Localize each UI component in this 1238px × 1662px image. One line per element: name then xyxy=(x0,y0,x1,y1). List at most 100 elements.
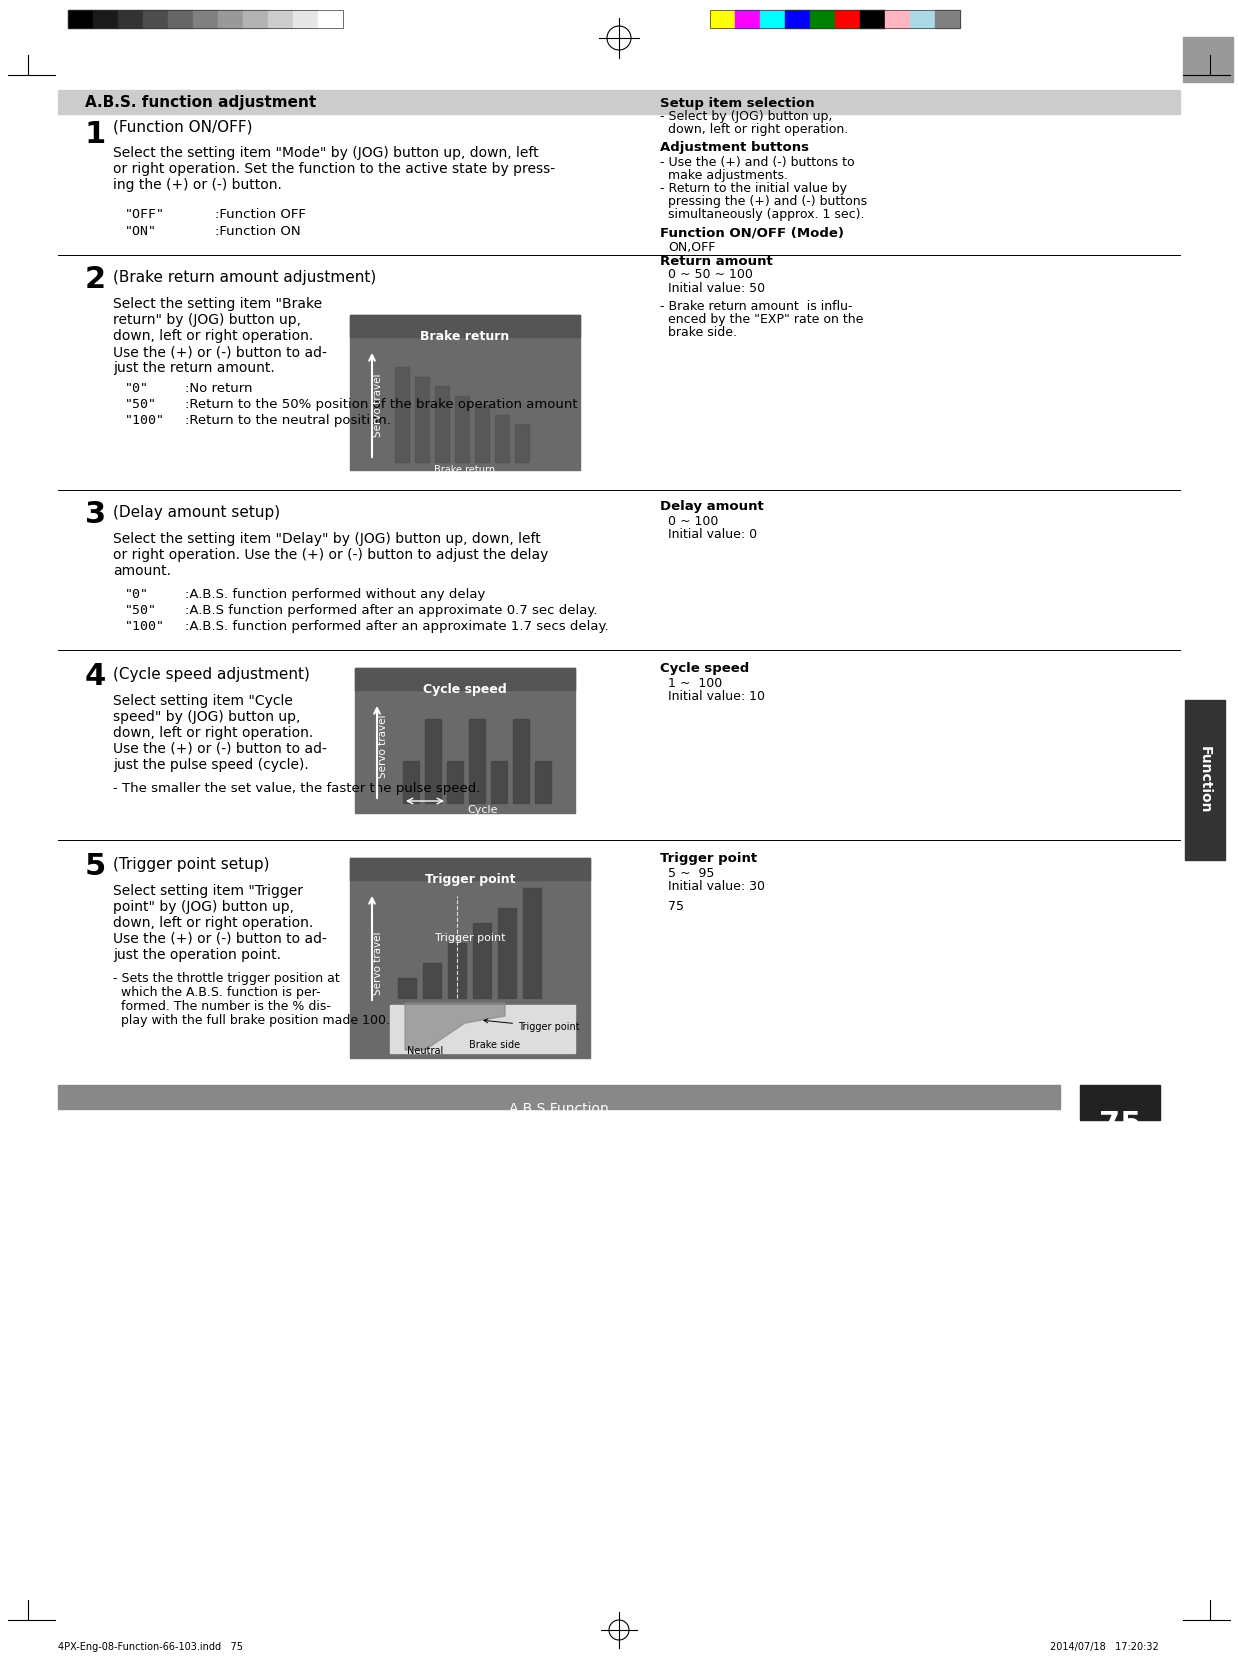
Text: just the pulse speed (cycle).: just the pulse speed (cycle). xyxy=(113,758,308,773)
Text: ON,OFF: ON,OFF xyxy=(669,241,716,254)
Text: Select the setting item "Delay" by (JOG) button up, down, left: Select the setting item "Delay" by (JOG)… xyxy=(113,532,541,547)
Bar xyxy=(1185,700,1224,859)
Text: "OFF": "OFF" xyxy=(125,208,165,221)
Text: Neutral: Neutral xyxy=(407,1045,443,1055)
Text: Select setting item "Cycle: Select setting item "Cycle xyxy=(113,695,293,708)
Text: Trigger point: Trigger point xyxy=(484,1019,579,1032)
Bar xyxy=(425,720,441,803)
Text: A.B.S Function: A.B.S Function xyxy=(509,1102,609,1115)
Text: - Brake return amount  is influ-: - Brake return amount is influ- xyxy=(660,301,853,312)
Text: enced by the "EXP" rate on the: enced by the "EXP" rate on the xyxy=(660,312,863,326)
Bar xyxy=(515,424,529,462)
Bar xyxy=(397,977,416,997)
Text: brake side.: brake side. xyxy=(660,326,737,339)
Bar xyxy=(350,316,579,470)
Text: ing the (+) or (-) button.: ing the (+) or (-) button. xyxy=(113,178,282,193)
Bar xyxy=(785,10,810,28)
Text: - Use the (+) and (-) buttons to: - Use the (+) and (-) buttons to xyxy=(660,156,854,170)
Text: - The smaller the set value, the faster the pulse speed.: - The smaller the set value, the faster … xyxy=(113,783,480,794)
Bar xyxy=(495,414,509,462)
Text: down, left or right operation.: down, left or right operation. xyxy=(113,916,313,931)
Bar xyxy=(395,367,409,462)
Text: "0": "0" xyxy=(125,588,149,602)
Bar xyxy=(193,10,218,28)
Text: Use the (+) or (-) button to ad-: Use the (+) or (-) button to ad- xyxy=(113,932,327,946)
Text: :Return to the neutral position.: :Return to the neutral position. xyxy=(184,414,391,427)
Text: 0 ~ 100: 0 ~ 100 xyxy=(669,515,718,529)
Bar xyxy=(404,761,418,803)
Text: Setup item selection: Setup item selection xyxy=(660,96,815,110)
Text: Cycle speed: Cycle speed xyxy=(660,661,749,675)
Text: Initial value: 10: Initial value: 10 xyxy=(669,690,765,703)
Bar xyxy=(58,1085,1060,1109)
Text: (Cycle speed adjustment): (Cycle speed adjustment) xyxy=(113,666,310,681)
Bar xyxy=(935,10,959,28)
Bar xyxy=(68,10,93,28)
Text: Brake side: Brake side xyxy=(469,1040,520,1050)
Text: 75: 75 xyxy=(669,901,685,912)
Text: Use the (+) or (-) button to ad-: Use the (+) or (-) button to ad- xyxy=(113,741,327,756)
Bar xyxy=(390,1006,574,1054)
Bar xyxy=(435,386,449,462)
Text: :No return: :No return xyxy=(184,382,253,396)
Text: Cycle speed: Cycle speed xyxy=(423,683,506,696)
Text: down, left or right operation.: down, left or right operation. xyxy=(113,329,313,342)
Bar xyxy=(68,10,343,28)
Text: down, left or right operation.: down, left or right operation. xyxy=(660,123,848,136)
Text: amount.: amount. xyxy=(113,563,171,578)
Text: "100": "100" xyxy=(125,620,165,633)
Text: 4PX-Eng-08-Function-66-103.indd   75: 4PX-Eng-08-Function-66-103.indd 75 xyxy=(58,1642,243,1652)
Bar xyxy=(535,761,551,803)
Text: Cycle: Cycle xyxy=(468,804,498,814)
Bar xyxy=(423,962,441,997)
Text: make adjustments.: make adjustments. xyxy=(660,170,789,183)
Bar xyxy=(448,942,465,997)
Text: 0 ~ 50 ~ 100: 0 ~ 50 ~ 100 xyxy=(669,268,753,281)
Bar xyxy=(735,10,760,28)
Text: point" by (JOG) button up,: point" by (JOG) button up, xyxy=(113,901,293,914)
Text: just the operation point.: just the operation point. xyxy=(113,947,281,962)
Text: which the A.B.S. function is per-: which the A.B.S. function is per- xyxy=(113,986,321,999)
Text: Trigger point: Trigger point xyxy=(425,873,515,886)
Text: return" by (JOG) button up,: return" by (JOG) button up, xyxy=(113,312,301,327)
Text: 1 ~  100: 1 ~ 100 xyxy=(669,676,722,690)
Bar xyxy=(760,10,785,28)
Text: 2014/07/18   17:20:32: 2014/07/18 17:20:32 xyxy=(1050,1642,1159,1652)
Bar xyxy=(885,10,910,28)
Text: (Function ON/OFF): (Function ON/OFF) xyxy=(113,120,253,135)
Text: 5: 5 xyxy=(85,853,106,881)
Bar xyxy=(350,316,579,337)
Text: :A.B.S function performed after an approximate 0.7 sec delay.: :A.B.S function performed after an appro… xyxy=(184,603,598,617)
Bar xyxy=(350,858,591,1059)
Bar xyxy=(1184,37,1233,81)
Text: down, left or right operation.: down, left or right operation. xyxy=(113,726,313,740)
Bar xyxy=(456,396,469,462)
Text: simultaneously (approx. 1 sec).: simultaneously (approx. 1 sec). xyxy=(660,208,864,221)
Bar xyxy=(168,10,193,28)
Text: (Brake return amount adjustment): (Brake return amount adjustment) xyxy=(113,269,376,284)
Bar xyxy=(910,10,935,28)
Bar xyxy=(834,10,860,28)
Text: 4: 4 xyxy=(85,661,106,691)
Text: :A.B.S. function performed without any delay: :A.B.S. function performed without any d… xyxy=(184,588,485,602)
Text: "50": "50" xyxy=(125,397,157,411)
Bar xyxy=(318,10,343,28)
Bar xyxy=(860,10,885,28)
Bar xyxy=(415,377,430,462)
Text: "100": "100" xyxy=(125,414,165,427)
Bar xyxy=(473,922,491,997)
Bar xyxy=(144,10,168,28)
Text: 1: 1 xyxy=(85,120,106,150)
Text: play with the full brake position made 100.: play with the full brake position made 1… xyxy=(113,1014,390,1027)
Bar xyxy=(469,720,485,803)
Text: "0": "0" xyxy=(125,382,149,396)
Text: Delay amount: Delay amount xyxy=(660,500,764,514)
Bar xyxy=(491,761,508,803)
Text: Function ON/OFF (Mode): Function ON/OFF (Mode) xyxy=(660,226,844,239)
Text: (Delay amount setup): (Delay amount setup) xyxy=(113,505,280,520)
Text: - Sets the throttle trigger position at: - Sets the throttle trigger position at xyxy=(113,972,339,986)
Text: Brake return
(Amount of brake return): Brake return (Amount of brake return) xyxy=(404,465,526,487)
Bar xyxy=(58,90,1180,115)
Bar xyxy=(118,10,144,28)
Bar xyxy=(522,888,541,997)
